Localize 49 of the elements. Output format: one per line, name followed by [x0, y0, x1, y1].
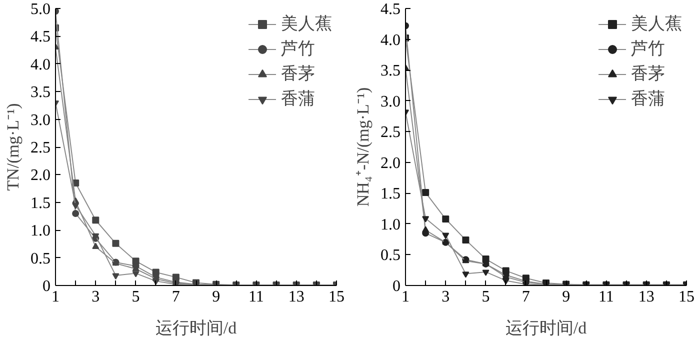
x-axis-title: 运行时间/d	[505, 318, 588, 338]
y-tick-label: 2.0	[380, 154, 400, 172]
y-tick-label: 1.5	[380, 186, 400, 203]
y-tick-label: 0.5	[30, 250, 50, 268]
y-tick-label: 2.5	[30, 140, 50, 156]
x-tick-label: 5	[482, 288, 490, 306]
y-tick-label: 4.5	[30, 28, 50, 46]
y-tick-label: 0	[392, 278, 400, 295]
y-tick-label: 4.5	[380, 1, 400, 18]
x-axis-title: 运行时间/d	[155, 318, 238, 338]
y-tick-label: 2.0	[30, 167, 50, 184]
y-tick-label: 3.0	[30, 112, 50, 129]
legend-label: 芦竹	[631, 38, 665, 60]
x-tick-label: 7	[522, 288, 530, 306]
x-tick-label: 15	[328, 288, 344, 306]
x-tick-label: 3	[92, 288, 100, 306]
y-tick-label: 2.5	[380, 124, 400, 142]
y-axis-title: TN/(mg·L⁻¹)	[4, 103, 22, 191]
y-tick-label: 4.0	[30, 56, 50, 74]
y-tick-label: 0	[42, 278, 50, 295]
legend-label: 芦竹	[281, 38, 315, 60]
legend-label: 香茅	[631, 63, 665, 85]
y-tick-label: 0.5	[380, 247, 400, 264]
legend-label: 美人蕉	[631, 13, 682, 35]
legend-label: 香蒲	[631, 88, 665, 110]
x-tick-label: 11	[248, 288, 264, 306]
y-tick-label: 3.0	[380, 93, 400, 110]
y-tick-label: 4.0	[380, 32, 400, 49]
x-tick-label: 1	[402, 288, 410, 306]
x-tick-label: 1	[52, 288, 60, 306]
y-tick-label: 5.0	[30, 1, 50, 18]
x-tick-label: 7	[172, 288, 180, 306]
x-tick-label: 9	[562, 288, 570, 306]
y-tick-label: 1.0	[380, 216, 400, 234]
y-tick-label: 1.0	[30, 222, 50, 240]
x-tick-label: 11	[598, 288, 614, 306]
y-tick-label: 3.5	[380, 62, 400, 80]
legend-label: 香茅	[281, 63, 315, 85]
legend-label: 美人蕉	[281, 13, 332, 35]
x-tick-label: 13	[638, 288, 654, 306]
x-tick-label: 9	[212, 288, 220, 306]
y-axis-title: NH₄⁺-N/(mg·L⁻¹)	[354, 87, 372, 207]
legend-label: 香蒲	[281, 88, 315, 110]
x-tick-label: 3	[442, 288, 450, 306]
x-tick-label: 5	[132, 288, 140, 306]
y-tick-label: 1.5	[30, 194, 50, 212]
x-tick-label: 13	[288, 288, 304, 306]
y-tick-label: 3.5	[30, 84, 50, 102]
x-tick-label: 15	[678, 288, 694, 306]
